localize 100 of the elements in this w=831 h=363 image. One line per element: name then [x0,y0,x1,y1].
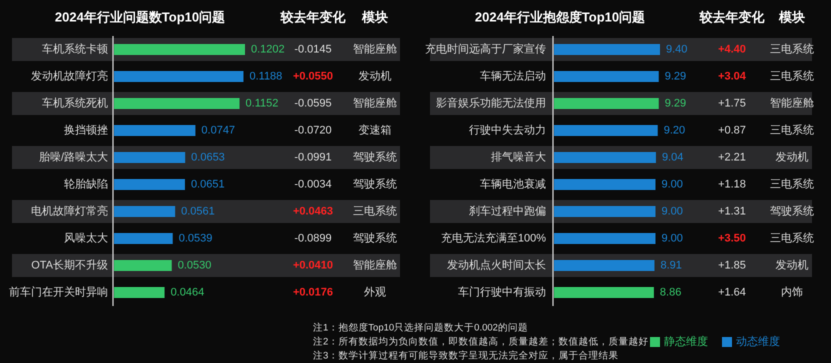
y-tick-label: 充电无法充满至100% [440,232,546,244]
text: +1.75 [718,98,746,110]
data-label: 0.0651 [190,178,225,190]
text: 注3：数学计算过程有可能导致数字呈现无法完全对应，属于合理结果 [313,350,618,362]
text: 智能座舱 [353,42,397,56]
data-label: 9.00 [661,178,683,190]
text: 模块 [361,10,388,24]
y-tick-label: 车辆电池衰减 [480,178,546,190]
data-label: 9.29 [664,70,686,82]
text: 驾驶系统 [353,232,397,244]
text: 发动机 [358,70,392,82]
text: -0.0145 [294,44,332,56]
bar [114,125,196,136]
text: -0.0720 [294,124,332,136]
text: +1.18 [718,178,746,190]
text: 驾驶系统 [353,178,397,190]
text: 变速箱 [358,124,392,136]
y-tick-label: 排气噪音大 [491,150,546,164]
text: 较去年变化 [698,10,766,24]
text: +2.21 [718,152,746,164]
y-tick-label: 发动机点火时间太长 [447,258,546,272]
data-label: 0.0653 [191,152,225,164]
y-tick-label: 发动机故障灯亮 [31,70,108,82]
text: 三电系统 [770,70,814,82]
bar [114,233,173,244]
text: 驾驶系统 [353,150,397,164]
data-label: 8.91 [660,260,682,272]
text: +1.85 [718,260,746,272]
data-label: 8.86 [660,286,682,298]
text: -0.0595 [294,98,332,110]
data-label: 0.1202 [251,44,285,56]
text: 三电系统 [353,204,397,218]
y-tick-label: 换挡顿挫 [64,124,108,136]
y-tick-label: 车门行驶中有振动 [458,286,546,298]
text: 较去年变化 [280,10,346,24]
text: 外观 [364,286,386,298]
text: 三电系统 [770,124,814,136]
text: 三电系统 [770,232,814,244]
data-label: 9.00 [661,232,683,244]
data-label: 0.0747 [201,124,236,136]
legend-label: 静态维度 [664,335,708,348]
text: 三电系统 [770,42,814,56]
bar [114,206,176,217]
text: +0.0550 [292,70,334,82]
data-label: 0.1152 [246,98,278,110]
data-label: 9.29 [664,98,686,110]
y-tick-label: 影音娱乐功能无法使用 [436,96,546,110]
chart-title: 2024年行业抱怨度Top10问题 [474,10,646,24]
y-tick-label: 刹车过程中跑偏 [469,204,546,218]
text: 注1：抱怨度Top10只选择问题数大于0.002的问题 [313,322,528,334]
text: 智能座舱 [353,258,397,272]
data-label: 9.40 [666,44,688,56]
data-label: 9.20 [664,124,686,136]
bar [114,152,186,163]
text: 发动机 [776,152,808,164]
text: +0.87 [718,124,746,136]
chart-title: 2024年行业问题数Top10问题 [54,10,226,24]
y-tick-label: 车机系统死机 [42,96,108,110]
text: 模块 [778,10,805,24]
data-label: 9.04 [662,152,684,164]
y-tick-label: 风噪太大 [64,232,108,244]
text: +0.0463 [292,206,334,218]
text: 内饰 [781,286,803,298]
data-label: 0.0561 [181,206,215,218]
y-tick-label: 车机系统卡顿 [42,42,108,56]
text: -0.0899 [294,232,332,244]
text: 三电系统 [770,178,814,190]
y-tick-label: 充电时间远高于厂家宣传 [425,42,546,56]
y-tick-label: 轮胎缺陷 [64,178,108,190]
y-tick-label: 车辆无法启动 [480,70,546,82]
text: +1.64 [718,286,746,298]
text: 注2：所有数据均为负向数值，即数值越高，质量越差；数值越低，质量越好 [313,336,648,348]
text: +4.40 [718,44,746,56]
data-label: 0.0464 [170,286,204,298]
bar [114,260,172,271]
y-tick-label: 胎噪/路噪太大 [38,150,108,164]
text: +3.50 [718,232,746,244]
y-tick-label: OTA长期不升级 [31,258,108,272]
text: +0.0410 [292,260,334,272]
y-tick-label: 行驶中失去动力 [469,124,546,136]
text: 智能座舱 [353,96,397,110]
text: -0.0034 [294,178,332,190]
bar [114,44,245,55]
y-tick-label: 前车门在开关时异响 [9,286,108,298]
text: +0.0176 [292,286,334,298]
y-tick-label: 电机故障灯常亮 [31,204,108,218]
bar [114,71,244,82]
data-label: 0.1188 [249,70,282,82]
text: 发动机 [776,260,808,272]
bar [114,98,240,109]
bar [114,179,185,190]
text: 驾驶系统 [770,204,814,218]
data-label: 0.0539 [178,232,212,244]
legend-label: 动态维度 [736,335,780,348]
data-label: 9.00 [661,206,683,218]
text: +1.31 [718,206,746,218]
text: 智能座舱 [770,96,814,110]
text: -0.0991 [294,152,332,164]
data-label: 0.0530 [178,260,212,272]
bar [114,287,165,298]
